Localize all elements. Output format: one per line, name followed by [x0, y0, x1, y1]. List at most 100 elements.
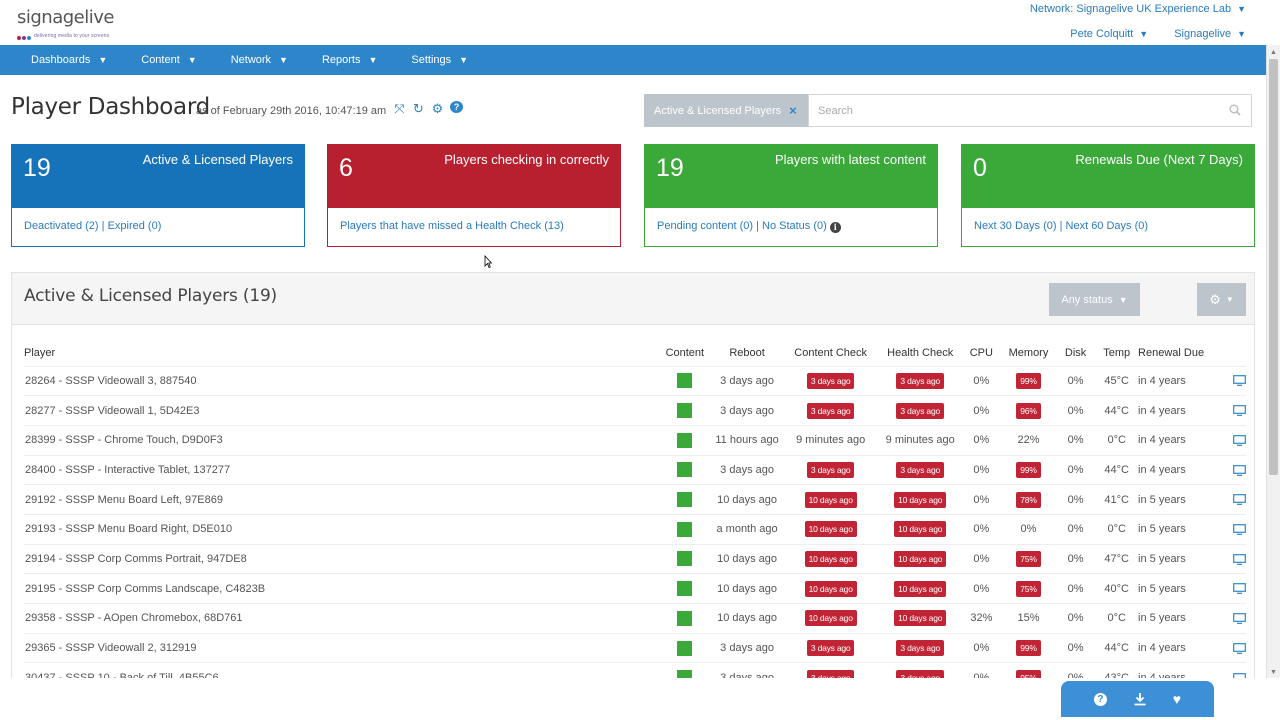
table-settings-dropdown[interactable]: ⚙ ▼	[1197, 283, 1246, 316]
player-cell[interactable]: 29194 - SSSP Corp Comms Portrait, 947DE8	[24, 543, 659, 574]
renewal-value: in 4 years	[1138, 642, 1186, 655]
monitor-icon[interactable]	[1233, 583, 1246, 595]
card-header[interactable]: 19 Active & Licensed Players	[11, 144, 305, 208]
card-header[interactable]: 6 Players checking in correctly	[327, 144, 621, 208]
column-header-content-check[interactable]: Content Check	[794, 346, 868, 359]
monitor-icon[interactable]	[1233, 494, 1246, 506]
account-menu[interactable]: Signagelive ▼	[1174, 28, 1246, 40]
memory-value: 99%	[1016, 461, 1041, 478]
column-header-reboot[interactable]: Reboot	[729, 346, 765, 359]
table-row[interactable]: 29365 - SSSP Videowall 2, 312919 3 days a…	[24, 632, 1246, 663]
table-row[interactable]: 29194 - SSSP Corp Comms Portrait, 947DE8…	[24, 543, 1246, 574]
monitor-icon[interactable]	[1233, 642, 1246, 654]
table-row[interactable]: 28277 - SSSP Videowall 1, 5D42E3 3 days a…	[24, 395, 1246, 426]
signagelive-logo[interactable]: signagelive delivering media to your scr…	[17, 7, 114, 43]
search-input[interactable]	[809, 95, 1209, 126]
reboot-cell: 3 days ago	[711, 632, 783, 663]
column-header-temp[interactable]: Temp	[1103, 346, 1131, 359]
disk-cell: 0%	[1055, 573, 1096, 604]
download-icon[interactable]	[1133, 692, 1147, 706]
missed-health-check-link[interactable]: Players that have missed a Health Check …	[340, 220, 564, 232]
table-row[interactable]: 29195 - SSSP Corp Comms Landscape, C4823…	[24, 573, 1246, 604]
status-filter-dropdown[interactable]: Any status ▼	[1049, 283, 1140, 316]
card-header[interactable]: 19 Players with latest content	[644, 144, 938, 208]
nav-label: Reports	[321, 54, 361, 66]
monitor-icon[interactable]	[1233, 613, 1246, 624]
column-header-health-check[interactable]: Health Check	[887, 346, 954, 359]
monitor-icon[interactable]	[1233, 375, 1246, 387]
player-cell[interactable]: 29192 - SSSP Menu Board Left, 97E869	[24, 484, 659, 515]
info-icon[interactable]: i	[829, 222, 841, 233]
player-cell[interactable]: 28400 - SSSP - Interactive Tablet, 13727…	[24, 454, 659, 485]
memory-cell: 78%	[1001, 484, 1056, 515]
monitor-icon[interactable]	[1233, 464, 1246, 476]
temp-value: 40°C	[1104, 582, 1129, 595]
table-row[interactable]: 28400 - SSSP - Interactive Tablet, 13727…	[24, 454, 1246, 485]
player-name: 28264 - SSSP Videowall 3, 887540	[25, 374, 197, 387]
close-icon[interactable]: ×	[789, 103, 797, 118]
card-header[interactable]: 0 Renewals Due (Next 7 Days)	[961, 144, 1255, 208]
renewal-value: in 4 years	[1138, 434, 1186, 447]
column-header-cpu[interactable]: CPU	[969, 346, 993, 359]
table-row[interactable]: 29358 - SSSP - AOpen Chromebox, 68D761 10…	[24, 603, 1246, 634]
content-check-value: 3 days ago	[806, 640, 855, 657]
player-cell[interactable]: 29193 - SSSP Menu Board Right, D5E010	[24, 513, 659, 545]
player-cell[interactable]: 28399 - SSSP - Chrome Touch, D9D0F3	[24, 424, 659, 456]
player-cell[interactable]: 29195 - SSSP Corp Comms Landscape, C4823…	[24, 573, 659, 604]
expired-link[interactable]: Expired (0)	[107, 220, 162, 232]
caret-down-icon: ▼	[98, 55, 108, 65]
status-filter-label: Any status	[1061, 293, 1113, 306]
expand-icon[interactable]: ⤧	[394, 101, 405, 116]
column-header-disk[interactable]: Disk	[1064, 346, 1087, 359]
help-icon[interactable]: ?	[450, 101, 463, 113]
table-row[interactable]: 29193 - SSSP Menu Board Right, D5E010 a m…	[24, 513, 1246, 545]
nav-content[interactable]: Content ▼	[141, 54, 196, 66]
refresh-icon[interactable]: ↻	[413, 101, 424, 116]
help-icon[interactable]: ?	[1093, 692, 1107, 706]
logo-text: signagelive	[17, 7, 114, 28]
table-row[interactable]: 28399 - SSSP - Chrome Touch, D9D0F3 11 ho…	[24, 424, 1246, 456]
player-cell[interactable]: 28264 - SSSP Videowall 3, 887540	[24, 365, 659, 396]
actions-cell	[1233, 603, 1246, 634]
page-scrollbar[interactable]: ▲ ▼	[1266, 45, 1280, 678]
column-header-renewal-due[interactable]: Renewal Due	[1138, 346, 1205, 359]
next-60-days-link[interactable]: Next 60 Days (0)	[1065, 220, 1149, 232]
player-cell[interactable]: 29365 - SSSP Videowall 2, 312919	[24, 632, 659, 663]
deactivated-link[interactable]: Deactivated (2)	[24, 220, 99, 232]
user-menu[interactable]: Pete Colquitt ▼	[1070, 28, 1148, 40]
scroll-up-icon[interactable]: ▲	[1270, 49, 1277, 56]
nav-reports[interactable]: Reports ▼	[322, 54, 377, 66]
monitor-icon[interactable]	[1233, 405, 1246, 417]
scroll-thumb[interactable]	[1269, 59, 1278, 475]
nav-network[interactable]: Network ▼	[231, 54, 288, 66]
card-renewals-due: 0 Renewals Due (Next 7 Days) Next 30 Day…	[961, 144, 1255, 247]
gear-icon[interactable]: ⚙	[431, 101, 444, 116]
network-selector[interactable]: Network: Signagelive UK Experience Lab ▼	[1030, 3, 1246, 15]
monitor-icon[interactable]	[1233, 434, 1246, 446]
no-status-link[interactable]: No Status (0)	[762, 220, 827, 232]
nav-dashboards[interactable]: Dashboards ▼	[31, 54, 107, 66]
cpu-value: 0%	[973, 523, 990, 536]
nav-settings[interactable]: Settings ▼	[411, 54, 468, 66]
player-cell[interactable]: 28277 - SSSP Videowall 1, 5D42E3	[24, 395, 659, 426]
player-cell[interactable]: 29358 - SSSP - AOpen Chromebox, 68D761	[24, 603, 659, 634]
table-row[interactable]: 28264 - SSSP Videowall 3, 887540 3 days a…	[24, 365, 1246, 396]
monitor-icon[interactable]	[1233, 523, 1246, 535]
next-30-days-link[interactable]: Next 30 Days (0)	[974, 220, 1057, 232]
scroll-down-icon[interactable]: ▼	[1270, 669, 1277, 676]
logo-dots-icon	[17, 29, 32, 43]
memory-value: 99%	[1016, 640, 1041, 657]
heart-icon[interactable]: ♥	[1172, 691, 1182, 707]
content-check-value: 3 days ago	[806, 461, 855, 478]
gear-icon: ⚙	[1209, 291, 1221, 307]
column-header-player[interactable]: Player	[24, 346, 56, 359]
search-icon[interactable]	[1229, 104, 1241, 116]
temp-value: 47°C	[1104, 552, 1129, 565]
column-header-content[interactable]: Content	[665, 346, 705, 359]
column-header-memory[interactable]: Memory	[1008, 346, 1049, 359]
monitor-icon[interactable]	[1233, 553, 1246, 565]
pending-content-link[interactable]: Pending content (0)	[657, 220, 754, 232]
table-row[interactable]: 29192 - SSSP Menu Board Left, 97E869 10 d…	[24, 484, 1246, 515]
player-name: 29192 - SSSP Menu Board Left, 97E869	[25, 493, 223, 506]
caret-down-icon: ▼	[1225, 295, 1234, 304]
